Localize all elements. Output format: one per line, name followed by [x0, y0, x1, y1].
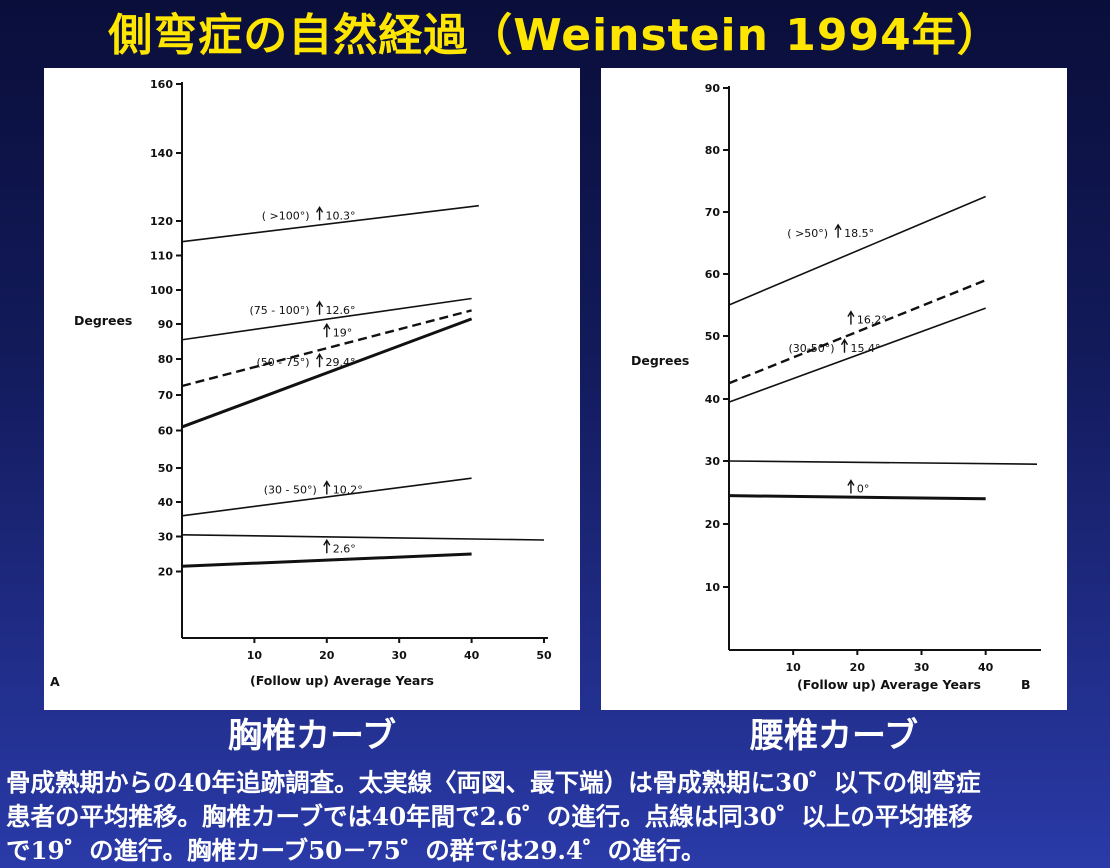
thoracic-change-label: 19° [333, 326, 353, 339]
thoracic-y-axis-label: Degrees [74, 313, 132, 328]
thoracic-series-line-2 [181, 309, 472, 388]
thoracic-y-tick-label: 50 [158, 462, 174, 475]
thoracic-y-tick-label: 140 [150, 147, 173, 160]
thoracic-panel-letter: A [50, 674, 60, 689]
lumbar-panel-letter: B [1021, 677, 1031, 692]
lumbar-y-axis-label: Degrees [631, 353, 689, 368]
thoracic-y-tick-label: 30 [158, 531, 174, 544]
description-line-2: 患者の平均推移。胸椎カーブでは40年間で2.6゜の進行。点線は同30゜以上の平均… [6, 802, 973, 831]
description-text: 骨成熟期からの40年追跡調査。太実線〈両図、最下端）は骨成熟期に30゜以下の側弯… [6, 766, 1106, 868]
thoracic-x-tick-label: 50 [536, 649, 552, 662]
thoracic-y-tick-label: 40 [158, 496, 174, 509]
thoracic-curve-chart: 20 30 40 50 60 70 80 90 100 110 120 140 160 10 20 30 40 5… [50, 78, 552, 689]
thoracic-change-label: 12.6° [326, 304, 356, 317]
lumbar-x-tick-label: 40 [978, 661, 994, 674]
thoracic-x-tick-label: 10 [247, 649, 263, 662]
description-line-3: で19゜の進行。胸椎カーブ50－75゜の群では29.4゜の進行。 [6, 836, 706, 865]
lumbar-change-label: 16.2° [857, 314, 887, 327]
thoracic-x-tick-label: 20 [319, 649, 335, 662]
lumbar-x-axis-label: (Follow up) Average Years [797, 677, 981, 692]
lumbar-series-line-4 [728, 494, 986, 501]
lumbar-y-tick-label: 10 [705, 581, 721, 594]
lumbar-y-tick-label: 60 [705, 268, 721, 281]
slide-title: 側弯症の自然経過（Weinstein 1994年） [108, 10, 1002, 61]
thoracic-x-tick-label: 40 [464, 649, 480, 662]
description-line-1: 骨成熟期からの40年追跡調査。太実線〈両図、最下端）は骨成熟期に30゜以下の側弯… [6, 768, 981, 797]
lumbar-x-tick-label: 20 [850, 661, 866, 674]
thoracic-y-tick-label: 110 [150, 250, 173, 263]
lumbar-series-line-1 [728, 279, 987, 385]
lumbar-curve-caption: 腰椎カーブ [750, 716, 918, 756]
thoracic-group-label: (50 - 75°) [257, 356, 310, 369]
lumbar-change-label: 18.5° [844, 227, 874, 240]
thoracic-x-axis-label: (Follow up) Average Years [250, 673, 434, 688]
thoracic-up-arrow-icon [323, 538, 331, 554]
thoracic-y-tick-label: 60 [158, 425, 174, 438]
lumbar-change-label: 0° [857, 483, 870, 496]
thoracic-up-arrow-icon [323, 480, 331, 495]
thoracic-series-line-4 [181, 477, 472, 517]
lumbar-x-tick-label: 30 [914, 661, 930, 674]
thoracic-change-label: 29.4° [326, 356, 356, 369]
lumbar-y-tick-label: 40 [705, 393, 721, 406]
lumbar-group-label: (30-50°) [788, 342, 834, 355]
thoracic-up-arrow-icon [315, 205, 324, 221]
thoracic-up-arrow-icon [315, 300, 324, 315]
thoracic-x-tick-label: 30 [392, 649, 408, 662]
thoracic-y-tick-label: 20 [158, 566, 174, 579]
thoracic-y-tick-label: 160 [150, 78, 173, 91]
thoracic-series-line-3 [181, 317, 473, 429]
lumbar-up-arrow-icon [834, 223, 842, 238]
thoracic-chart-panel: 20 30 40 50 60 70 80 90 100 110 120 140 160 10 20 30 40 5… [44, 68, 580, 710]
thoracic-y-tick-label: 80 [158, 353, 174, 366]
thoracic-up-arrow-icon [315, 352, 324, 368]
thoracic-up-arrow-icon [323, 322, 331, 338]
lumbar-y-tick-label: 70 [705, 206, 721, 219]
thoracic-series-line-1 [181, 297, 472, 341]
thoracic-y-tick-label: 90 [158, 318, 174, 331]
lumbar-y-tick-label: 80 [705, 144, 721, 157]
lumbar-series-line-2 [728, 307, 986, 403]
lumbar-series-line-0 [728, 195, 986, 306]
lumbar-series-line-3 [728, 460, 1038, 465]
thoracic-y-tick-label: 70 [158, 389, 174, 402]
thoracic-series-line-0 [181, 204, 479, 243]
thoracic-series-line-6 [181, 552, 472, 568]
thoracic-y-tick-label: 100 [150, 284, 173, 297]
lumbar-y-tick-label: 90 [705, 82, 721, 95]
lumbar-up-arrow-icon [847, 479, 855, 494]
lumbar-y-tick-label: 50 [705, 330, 721, 343]
thoracic-group-label: (30 - 50°) [264, 484, 317, 497]
lumbar-chart-panel: 10 20 30 40 50 60 70 80 90 10 20 30 40 Degrees (Follow… [601, 68, 1067, 710]
thoracic-group-label: ( >100°) [262, 209, 310, 222]
thoracic-y-tick-label: 120 [150, 215, 173, 228]
thoracic-series-line-5 [181, 533, 545, 541]
lumbar-y-tick-label: 20 [705, 518, 721, 531]
lumbar-group-label: ( >50°) [787, 227, 828, 240]
lumbar-curve-chart: 10 20 30 40 50 60 70 80 90 10 20 30 40 Degrees (Follow… [631, 82, 1041, 692]
lumbar-x-tick-label: 10 [786, 661, 802, 674]
lumbar-y-tick-label: 30 [705, 455, 721, 468]
lumbar-up-arrow-icon [847, 310, 855, 325]
lumbar-up-arrow-icon [840, 338, 849, 353]
thoracic-change-label: 10.3° [326, 209, 356, 222]
thoracic-group-label: (75 - 100°) [250, 304, 310, 317]
lumbar-change-label: 15.4° [851, 342, 881, 355]
thoracic-curve-caption: 胸椎カーブ [228, 716, 396, 756]
thoracic-change-label: 10.2° [333, 484, 363, 497]
thoracic-change-label: 2.6° [333, 542, 356, 555]
